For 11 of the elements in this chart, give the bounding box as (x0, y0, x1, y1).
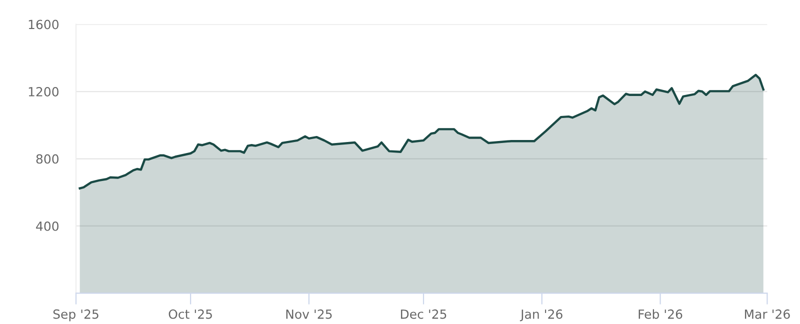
y-tick-label: 1600 (28, 20, 59, 30)
y-tick-label: 800 (36, 154, 59, 164)
y-tick-label: 400 (36, 221, 59, 231)
x-tick-label: Dec '25 (400, 309, 446, 319)
y-tick-label: 1200 (28, 87, 59, 96)
x-tick-label: Sep '25 (53, 309, 98, 322)
x-tick-label: Feb '26 (638, 309, 682, 319)
x-tick-label: Oct '25 (168, 309, 212, 319)
x-tick-label: Mar '26 (744, 309, 790, 319)
x-tick-label: Nov '25 (286, 309, 332, 319)
x-tick-label: Jan '26 (520, 309, 562, 322)
